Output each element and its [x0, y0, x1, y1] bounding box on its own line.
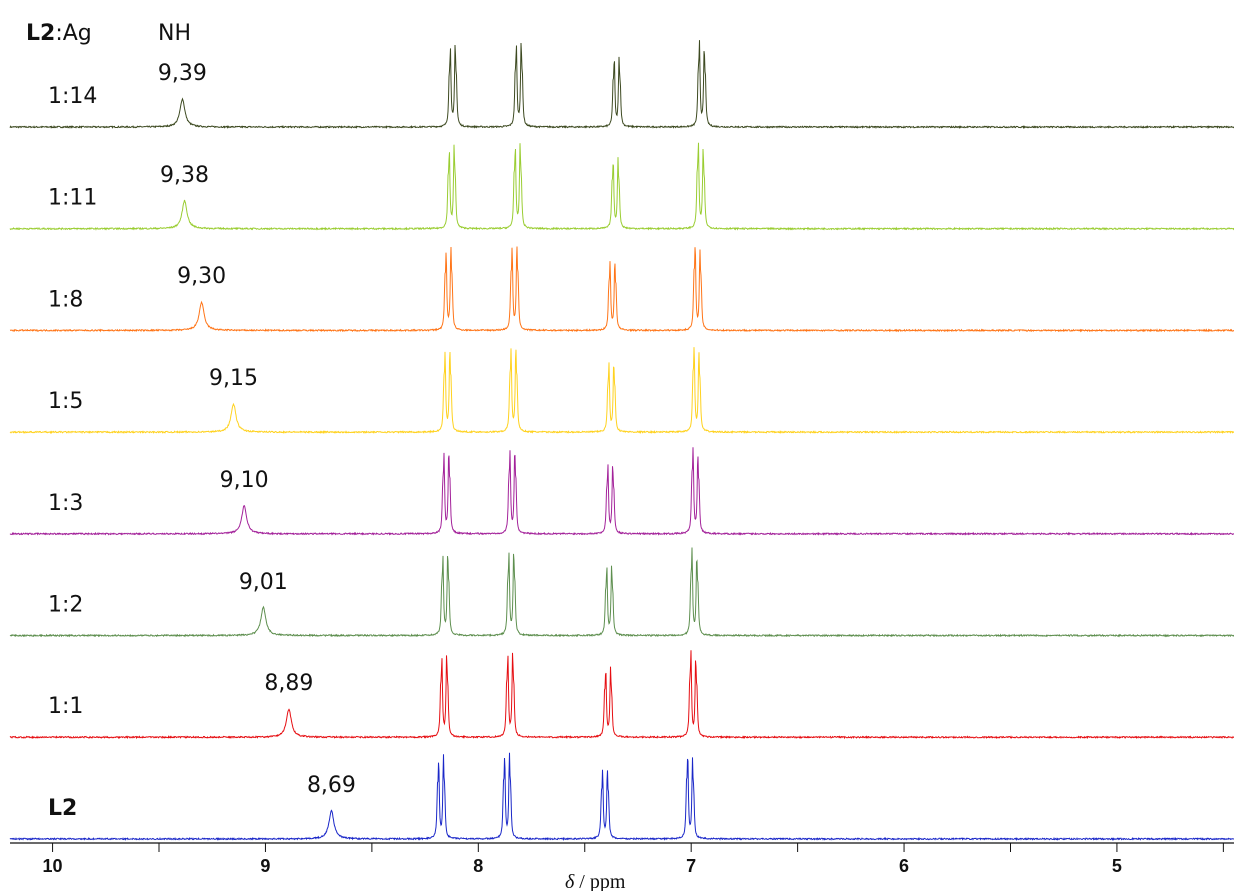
nh-shift-label: 9,01 — [239, 570, 288, 595]
spectrum-trace — [9, 347, 1234, 435]
nh-shift-label: 9,39 — [158, 61, 207, 86]
spectrum-trace — [9, 650, 1234, 740]
nh-shift-label: 9,10 — [220, 468, 269, 493]
nh-shift-label: 8,69 — [307, 773, 356, 798]
x-tick-label: 6 — [899, 856, 909, 876]
series-label: 1:8 — [48, 287, 83, 312]
x-axis-title-symbol: δ — [565, 871, 575, 891]
series-label: 1:5 — [48, 389, 83, 414]
labels-group: 1:14 9,39 1:11 9,38 1:8 9,30 1:5 9,15 1:3 9,10 1:2… — [48, 61, 356, 821]
series-label: L2 — [48, 796, 77, 821]
x-axis: 10 9 8 7 6 5 — [10, 842, 1234, 876]
series-label: 1:11 — [48, 186, 97, 211]
series-label: 1:2 — [48, 593, 83, 618]
x-axis-title-unit: / ppm — [574, 871, 626, 891]
spectrum-trace — [9, 752, 1234, 841]
nh-shift-label: 9,15 — [209, 366, 258, 391]
nh-shift-label: 8,89 — [264, 671, 313, 696]
nh-shift-label: 9,30 — [177, 264, 226, 289]
spectrum-trace — [9, 447, 1234, 536]
series-label: 1:14 — [48, 84, 97, 109]
x-tick-label: 10 — [43, 856, 63, 876]
x-tick-label: 9 — [260, 856, 270, 876]
x-tick-label: 5 — [1112, 856, 1122, 876]
series-label: 1:3 — [48, 491, 83, 516]
spectrum-trace — [9, 40, 1234, 130]
header-ligand: L2 — [26, 21, 55, 46]
header: L2:Ag — [26, 21, 92, 46]
spectra-group — [9, 40, 1234, 841]
x-tick-label: 8 — [473, 856, 483, 876]
nh-shift-label: 9,38 — [160, 163, 209, 188]
header-nh: NH — [158, 21, 191, 46]
spectrum-trace — [9, 246, 1234, 333]
series-label: 1:1 — [48, 694, 83, 719]
x-axis-title: δ / ppm — [565, 871, 626, 891]
header-ratio: :Ag — [55, 21, 91, 46]
x-tick-label: 7 — [686, 856, 696, 876]
spectrum-trace — [9, 142, 1234, 231]
spectrum-trace — [9, 547, 1234, 638]
